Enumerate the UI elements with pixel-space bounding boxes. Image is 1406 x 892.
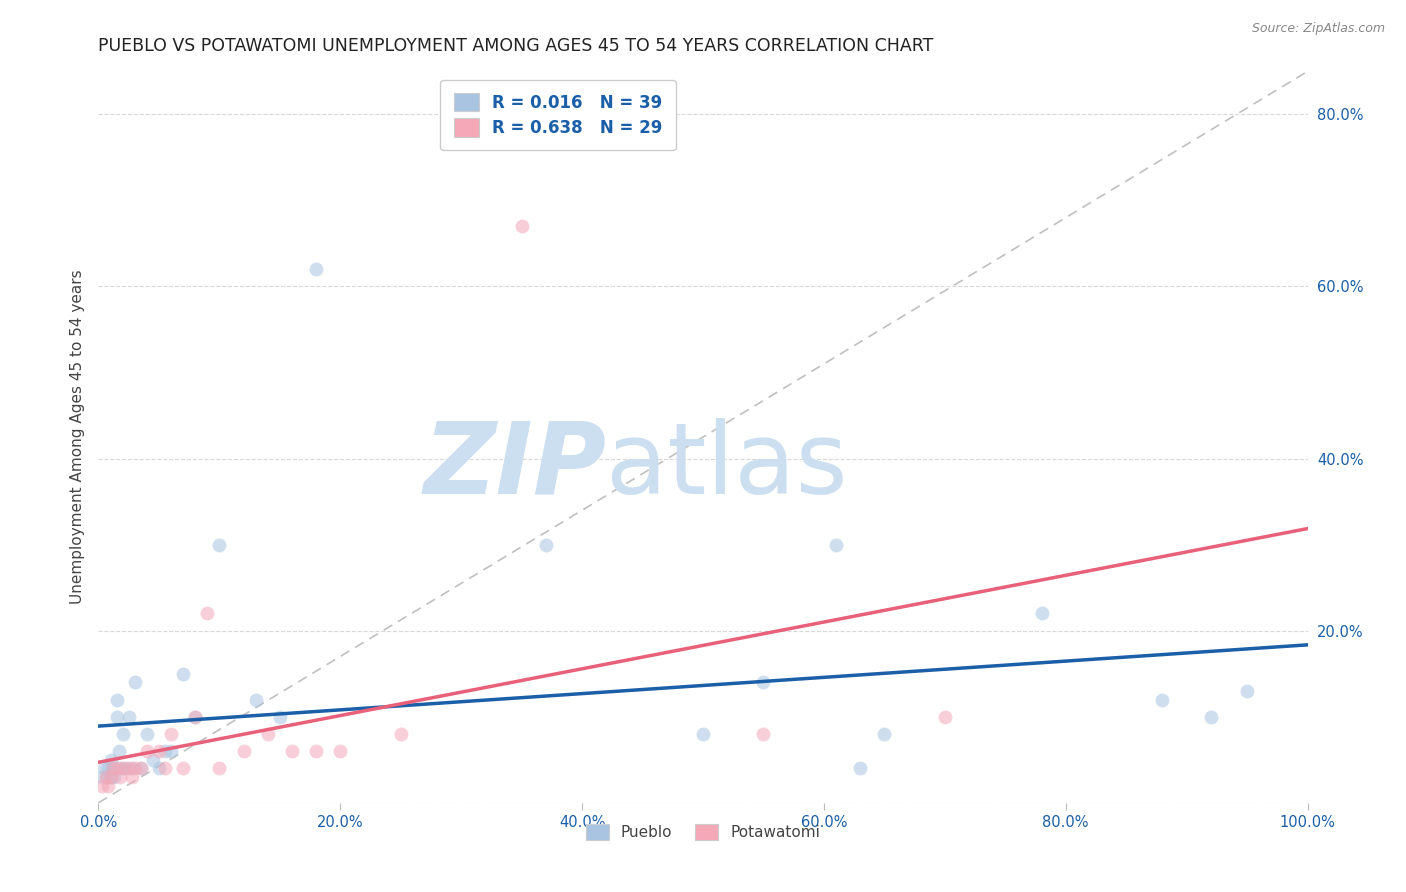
Point (849, 761, 872, 775)
Point (184, 710, 207, 724)
Point (692, 727, 714, 741)
Point (93, 761, 115, 775)
Point (256, 727, 278, 741)
Point (825, 538, 848, 552)
Point (96, 770, 118, 784)
Point (108, 761, 131, 775)
Point (153, 744, 176, 758)
Point (101, 761, 124, 775)
Point (1152, 692, 1174, 706)
Point (94, 770, 117, 784)
Point (208, 538, 231, 552)
Point (752, 727, 775, 741)
Point (108, 770, 131, 784)
Point (873, 727, 896, 741)
Point (100, 770, 122, 784)
Point (114, 761, 136, 775)
Point (111, 727, 134, 741)
Point (172, 761, 194, 775)
Point (934, 710, 956, 724)
Point (118, 710, 141, 724)
Point (105, 692, 128, 706)
Point (510, 219, 533, 234)
Point (1199, 710, 1222, 724)
Point (121, 761, 143, 775)
Point (184, 710, 207, 724)
Text: ZIP: ZIP (423, 417, 606, 515)
Point (172, 666, 194, 681)
Point (534, 538, 557, 552)
Point (305, 262, 328, 277)
Point (208, 761, 231, 775)
Point (329, 744, 352, 758)
Point (121, 770, 143, 784)
Text: Source: ZipAtlas.com: Source: ZipAtlas.com (1251, 22, 1385, 36)
Point (105, 710, 128, 724)
Legend: Pueblo, Potawatomi: Pueblo, Potawatomi (579, 818, 827, 847)
Point (245, 692, 267, 706)
Point (124, 675, 146, 690)
Text: atlas: atlas (606, 417, 848, 515)
Point (153, 761, 176, 775)
Point (305, 744, 328, 758)
Point (1031, 607, 1053, 621)
Point (124, 761, 146, 775)
Point (148, 744, 170, 758)
Point (108, 744, 131, 758)
Point (101, 761, 124, 775)
Point (148, 761, 170, 775)
Point (160, 727, 183, 741)
Point (97, 779, 120, 793)
Point (142, 753, 165, 767)
Point (111, 761, 134, 775)
Point (91, 779, 114, 793)
Point (135, 727, 157, 741)
Point (97, 761, 120, 775)
Point (100, 753, 122, 767)
Point (389, 727, 412, 741)
Point (160, 744, 183, 758)
Point (135, 744, 157, 758)
Point (269, 710, 291, 724)
Point (91, 770, 114, 784)
Point (118, 761, 141, 775)
Point (195, 607, 218, 621)
Point (100, 770, 122, 784)
Point (129, 761, 152, 775)
Point (281, 744, 304, 758)
Text: PUEBLO VS POTAWATOMI UNEMPLOYMENT AMONG AGES 45 TO 54 YEARS CORRELATION CHART: PUEBLO VS POTAWATOMI UNEMPLOYMENT AMONG … (98, 37, 934, 54)
Point (105, 761, 128, 775)
Y-axis label: Unemployment Among Ages 45 to 54 years: Unemployment Among Ages 45 to 54 years (69, 269, 84, 605)
Point (232, 744, 254, 758)
Point (129, 761, 152, 775)
Point (1236, 684, 1258, 698)
Point (103, 770, 125, 784)
Point (752, 675, 775, 690)
